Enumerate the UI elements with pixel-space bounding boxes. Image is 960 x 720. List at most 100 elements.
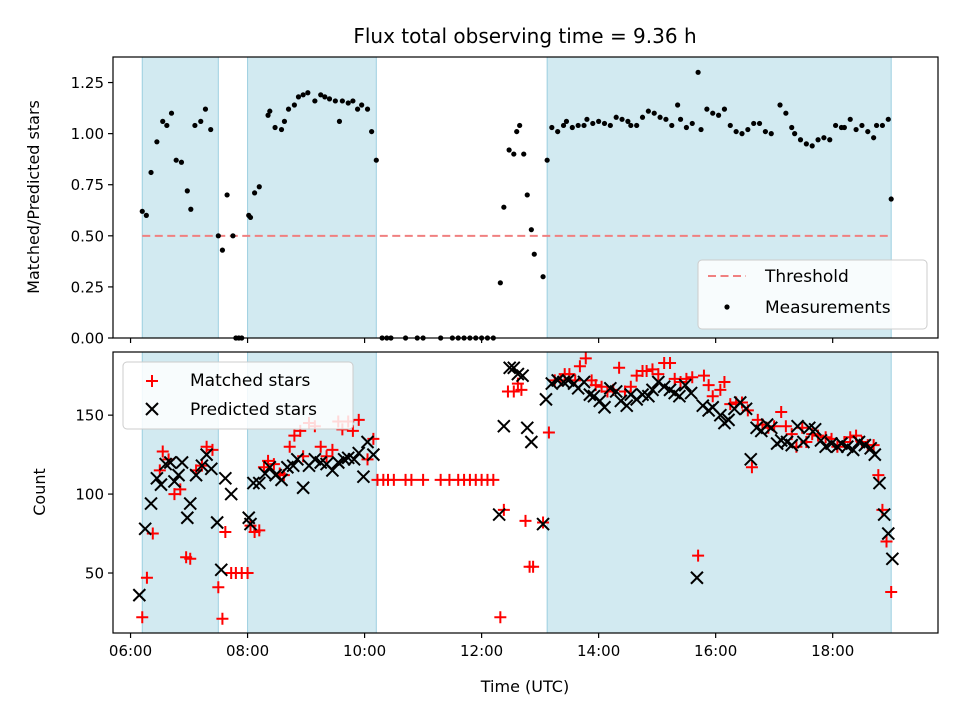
matched-star-point xyxy=(283,440,296,453)
matched-star-point xyxy=(244,519,257,532)
predicted-star-point xyxy=(195,458,209,473)
top-y-ticks: 0.00 0.25 0.50 0.75 1.00 1.25 xyxy=(71,74,113,348)
matched-star-point xyxy=(253,524,266,537)
predicted-star-point xyxy=(609,384,623,399)
bottom-y-ticks: 50 100 150 xyxy=(75,407,113,583)
top-legend: Threshold Measurements xyxy=(697,259,928,330)
measurement-point xyxy=(727,122,733,129)
predicted-star-point xyxy=(641,389,656,403)
measurement-point xyxy=(219,247,226,253)
measurement-point xyxy=(251,190,258,196)
predicted-star-point xyxy=(167,474,182,489)
predicted-star-point xyxy=(274,473,289,487)
predicted-star-point xyxy=(290,452,305,467)
matched-star-point xyxy=(718,375,731,388)
measurement-point xyxy=(230,233,236,239)
measurement-point xyxy=(511,151,517,157)
measurement-point xyxy=(188,206,194,212)
matched-star-point xyxy=(775,405,788,418)
measurements-legend-swatch xyxy=(724,304,730,310)
measurement-point xyxy=(879,122,886,129)
measurement-point xyxy=(607,122,613,129)
measurement-point xyxy=(369,128,375,135)
matched-star-point xyxy=(872,469,885,482)
measurement-point xyxy=(792,131,798,137)
predicted-star-point xyxy=(132,588,147,602)
measurement-point xyxy=(745,126,751,133)
matched-star-point xyxy=(140,571,153,584)
matched-legend-label: Matched stars xyxy=(190,371,310,391)
measurement-point xyxy=(336,118,343,124)
measurement-point xyxy=(596,118,602,124)
measurement-point xyxy=(590,120,596,127)
y-tick-label: 100 xyxy=(75,486,104,504)
matched-star-point xyxy=(624,380,637,393)
matched-star-point xyxy=(156,445,169,458)
matched-star-point xyxy=(652,368,665,381)
measurement-points xyxy=(139,69,894,341)
measurement-point xyxy=(339,98,345,104)
measurement-point xyxy=(332,98,338,104)
predicted-star-point xyxy=(218,471,233,485)
x-axis-label: Time (UTC) xyxy=(480,677,569,696)
measurement-point xyxy=(803,141,809,147)
measurement-point xyxy=(657,114,663,120)
matched-star-point xyxy=(702,379,715,392)
predicted-star-point xyxy=(872,476,887,490)
predicted-star-point xyxy=(868,447,882,462)
predicted-star-point xyxy=(258,466,272,481)
measurement-point xyxy=(312,98,318,104)
predicted-stars-points xyxy=(132,361,900,602)
predicted-star-point xyxy=(814,433,828,448)
bottom-legend-box xyxy=(122,361,354,430)
measurement-point xyxy=(202,106,209,112)
matched-star-point xyxy=(507,385,520,398)
matched-star-point xyxy=(613,361,626,374)
measurement-point xyxy=(350,98,356,104)
y-tick-label: 0.50 xyxy=(71,227,104,245)
measurement-point xyxy=(733,128,739,135)
predicted-star-point xyxy=(577,375,591,389)
matched-star-point xyxy=(714,383,727,396)
predicted-star-point xyxy=(296,481,310,495)
predicted-star-point xyxy=(539,392,553,407)
x-tick-label: 12:00 xyxy=(460,642,503,660)
matched-star-point xyxy=(706,390,719,403)
predicted-star-point xyxy=(502,361,517,375)
predicted-star-point xyxy=(352,446,366,460)
predicted-star-point xyxy=(252,476,266,490)
predicted-star-point xyxy=(790,419,805,433)
measurement-point xyxy=(721,106,728,112)
measurement-point xyxy=(789,124,795,131)
measurement-point xyxy=(192,122,198,129)
measurement-point xyxy=(322,94,328,100)
predicted-star-point xyxy=(536,517,550,531)
matched-star-point xyxy=(405,473,418,486)
predicted-star-point xyxy=(620,398,634,413)
matched-star-point xyxy=(579,352,592,365)
matched-star-point xyxy=(136,611,149,624)
predicted-star-point xyxy=(360,435,375,449)
measurement-point xyxy=(768,131,774,137)
measurement-point xyxy=(160,118,166,124)
measurement-point xyxy=(815,137,821,143)
matched-star-point xyxy=(515,383,528,396)
measurements-legend-label: Measurements xyxy=(765,298,891,318)
bottom-y-axis-label: Count xyxy=(30,468,49,516)
matched-star-point xyxy=(885,585,898,598)
measurement-point xyxy=(326,96,333,102)
observing-window xyxy=(546,351,892,634)
measurement-point xyxy=(698,126,704,133)
predicted-star-point xyxy=(684,386,698,400)
measurement-point xyxy=(256,184,262,190)
measurement-point xyxy=(683,124,690,131)
x-tick-label: 16:00 xyxy=(694,642,737,660)
y-tick-label: 1.25 xyxy=(71,74,104,92)
predicted-star-point xyxy=(175,455,189,470)
measurement-point xyxy=(555,128,561,135)
measurement-point xyxy=(885,116,891,122)
matched-star-point xyxy=(697,369,710,382)
observing-window xyxy=(247,56,377,339)
measurement-point xyxy=(300,92,306,98)
predicted-star-point xyxy=(846,443,860,457)
